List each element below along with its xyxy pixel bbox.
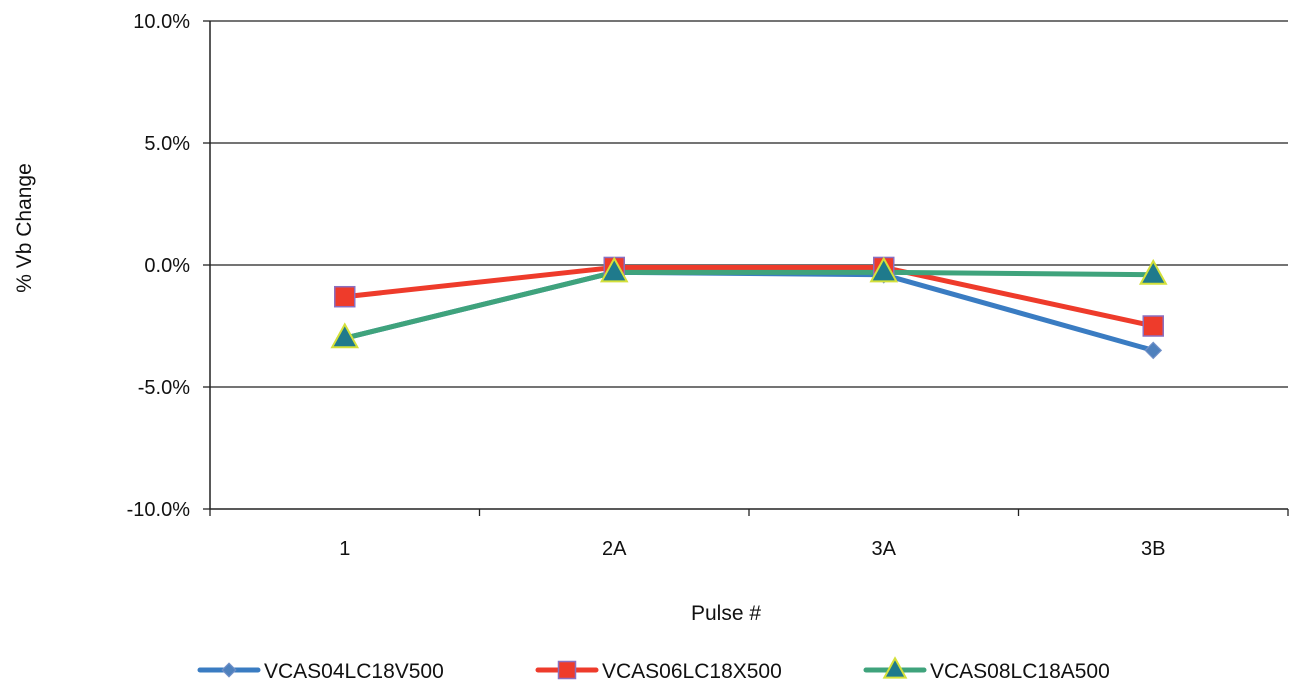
legend-label: VCAS06LC18X500 (602, 660, 782, 683)
y-tick-labels: 10.0% 5.0% 0.0% -5.0% -10.0% (127, 11, 191, 521)
legend-marker-triangle (882, 656, 908, 679)
data-point-diamond (1144, 341, 1163, 360)
series-lines (342, 264, 1156, 353)
data-point-square (334, 285, 356, 308)
data-point-triangle (1138, 258, 1168, 285)
series-line-3 (342, 269, 1156, 341)
x-tick-label: 2A (602, 538, 627, 560)
x-tick-label: 3B (1141, 538, 1165, 560)
x-tick-label: 1 (339, 538, 350, 560)
legend-marker-square (557, 660, 577, 680)
legend-item: VCAS04LC18V500 (197, 660, 444, 683)
legend-item: VCAS06LC18X500 (535, 660, 782, 683)
y-tick-label: 10.0% (133, 11, 190, 33)
axes (203, 20, 1289, 516)
y-tick-label: 0.0% (144, 255, 190, 277)
series-markers (330, 256, 1168, 360)
legend-marker-diamond (221, 662, 237, 678)
legend-item: VCAS08LC18A500 (863, 656, 1110, 683)
data-point-triangle (599, 256, 629, 283)
data-point-square (1142, 315, 1164, 337)
x-tick-labels: 1 2A 3A 3B (339, 538, 1165, 560)
y-tick-label: 5.0% (144, 133, 190, 155)
data-point-triangle (869, 256, 899, 283)
legend: VCAS04LC18V500 VCAS06LC18X500 VCAS08LC18A5… (197, 656, 1110, 683)
legend-label: VCAS08LC18A500 (930, 660, 1110, 683)
x-axis-title: Pulse # (691, 602, 761, 625)
data-point-triangle (330, 322, 360, 349)
y-tick-label: -10.0% (127, 499, 191, 521)
series-line-2 (342, 264, 1156, 329)
legend-label: VCAS04LC18V500 (264, 660, 444, 683)
y-tick-label: -5.0% (138, 377, 190, 399)
y-axis-title: % Vb Change (13, 163, 36, 293)
x-tick-label: 3A (872, 538, 897, 560)
